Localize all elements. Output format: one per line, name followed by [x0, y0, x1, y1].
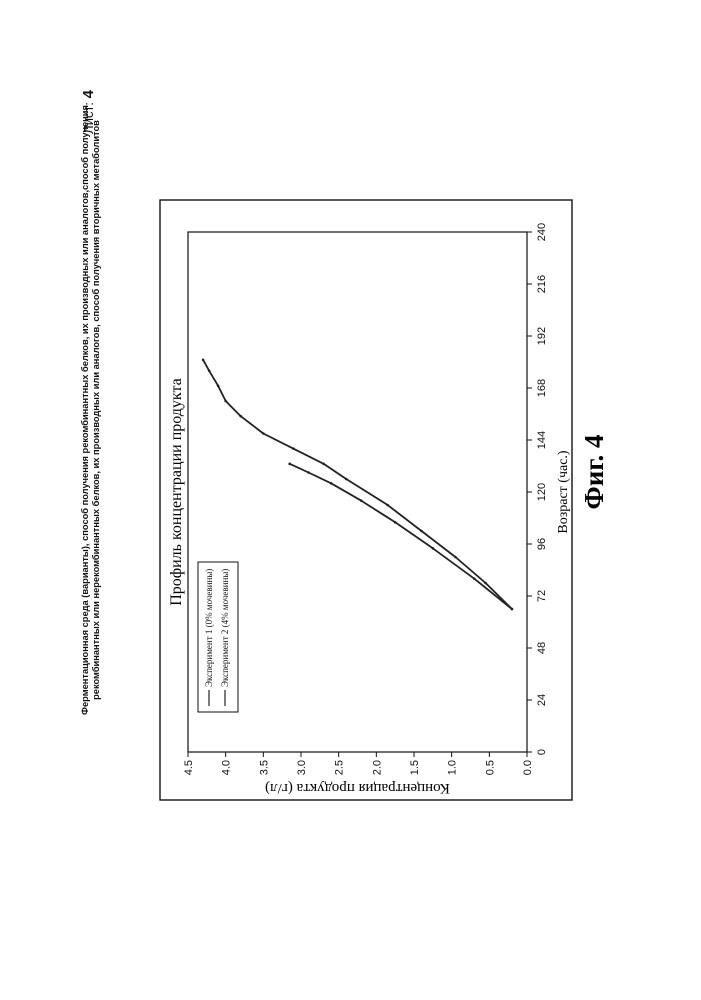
plot-area-frame — [188, 232, 527, 752]
legend: Эксперимент 1 (0% мочевины) Эксперимент … — [198, 562, 238, 712]
y-axis-ticks: 0.0 0.5 1.0 1.5 2.0 2.5 3.0 3.5 4.0 4.5 — [183, 752, 534, 775]
y-tick-label: 4.5 — [183, 760, 195, 775]
data-point — [484, 582, 487, 585]
rotated-chart-content: 0 24 48 72 96 120 144 168 192 216 240 0.0 0.5 1.0 1.5… — [168, 223, 609, 796]
x-tick-label: 120 — [536, 483, 548, 501]
data-point — [202, 359, 205, 362]
data-point — [432, 547, 435, 550]
x-axis-label: Возраст (час.) — [556, 450, 571, 534]
chart-outer-frame — [160, 200, 572, 800]
y-tick-label: 1.5 — [409, 760, 421, 775]
data-point — [420, 530, 423, 533]
data-point — [454, 556, 457, 559]
x-tick-label: 216 — [536, 275, 548, 293]
data-point — [322, 463, 325, 466]
data-point — [360, 499, 363, 502]
x-tick-label: 192 — [536, 327, 548, 345]
figure-caption: Фиг. 4 — [579, 435, 609, 510]
x-tick-label: 96 — [536, 538, 548, 550]
data-point — [345, 478, 348, 481]
data-point — [217, 385, 220, 388]
y-tick-label: 0.0 — [522, 760, 534, 775]
legend-label-series-2: Эксперимент 2 (4% мочевины) — [220, 569, 230, 687]
x-tick-label: 24 — [536, 694, 548, 706]
data-point — [239, 415, 242, 418]
data-point — [307, 471, 310, 474]
data-point — [288, 463, 291, 466]
x-tick-label: 48 — [536, 642, 548, 654]
y-tick-label: 3.5 — [258, 760, 270, 775]
data-point — [262, 432, 265, 435]
x-tick-label: 168 — [536, 379, 548, 397]
data-point — [224, 400, 227, 403]
y-tick-label: 4.0 — [221, 760, 233, 775]
data-point — [208, 369, 211, 372]
y-tick-label: 1.0 — [447, 760, 459, 775]
y-tick-label: 2.5 — [334, 760, 346, 775]
legend-label-series-1: Эксперимент 1 (0% мочевины) — [204, 569, 214, 687]
x-axis-ticks: 0 24 48 72 96 120 144 168 192 216 240 — [527, 223, 548, 755]
chart-title: Профиль концентрации продукта — [168, 378, 185, 606]
y-axis-label: Концентрация продукта (г/л) — [265, 780, 450, 796]
data-point — [330, 482, 333, 485]
y-tick-label: 0.5 — [484, 760, 496, 775]
x-tick-label: 72 — [536, 590, 548, 602]
data-point — [511, 608, 514, 611]
x-tick-label: 0 — [536, 749, 548, 755]
y-tick-label: 3.0 — [296, 760, 308, 775]
data-point — [394, 521, 397, 524]
y-tick-label: 2.0 — [371, 760, 383, 775]
data-point — [473, 577, 476, 580]
data-point — [292, 447, 295, 450]
series-line-2 — [290, 464, 512, 609]
x-tick-label: 240 — [536, 223, 548, 241]
data-point — [386, 504, 389, 507]
x-tick-label: 144 — [536, 431, 548, 449]
series-layer — [202, 359, 513, 611]
